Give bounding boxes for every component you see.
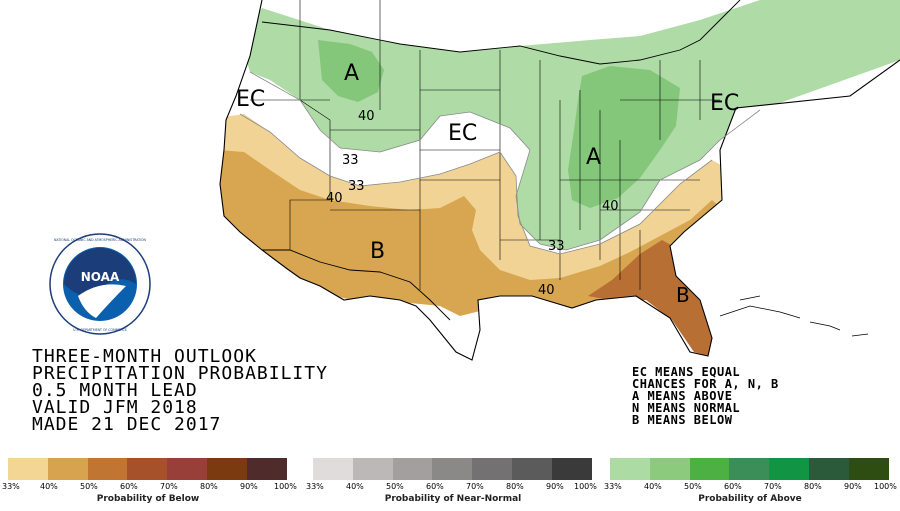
mexico-border	[262, 249, 451, 321]
tick-below-4: 70%	[160, 482, 178, 491]
tick-above-2: 50%	[684, 482, 702, 491]
info-line-4: VALID JFM 2018	[32, 397, 198, 418]
below-40-southwest	[220, 150, 724, 316]
tick-normal-7: 100%	[574, 482, 597, 491]
scale-near-normal	[313, 458, 592, 480]
tick-normal-4: 70%	[466, 482, 484, 491]
noaa-ring-text: NATIONAL OCEANIC AND ATMOSPHERIC ADMINIS…	[54, 238, 147, 242]
swatch-above-1	[649, 458, 690, 480]
label-ec-central: EC	[448, 121, 477, 146]
noaa-logo: NOAA NATIONAL OCEANIC AND ATMOSPHERIC AD…	[49, 233, 151, 335]
swatch-below-3	[127, 458, 168, 480]
tick-normal-5: 80%	[506, 482, 524, 491]
tick-normal-2: 50%	[386, 482, 404, 491]
legend-key-line-5: B MEANS BELOW	[632, 413, 733, 427]
info-line-5: MADE 21 DEC 2017	[32, 414, 222, 435]
tick-below-6: 90%	[240, 482, 258, 491]
label-b-southwest: B	[370, 239, 385, 264]
tick-above-1: 40%	[644, 482, 662, 491]
label-b-florida: B	[676, 283, 690, 307]
swatch-normal-6	[551, 458, 592, 480]
tick-below-3: 60%	[120, 482, 138, 491]
tick-below-0: 33%	[2, 482, 20, 491]
tick-below-5: 80%	[200, 482, 218, 491]
swatch-normal-0	[313, 458, 353, 480]
info-line-3: 0.5 MONTH LEAD	[32, 380, 198, 401]
state-lines	[250, 0, 720, 290]
tick-normal-3: 60%	[426, 482, 444, 491]
contour-33-west: 33	[342, 153, 359, 168]
above-40-ohio	[568, 66, 680, 208]
tick-below-1: 40%	[40, 482, 58, 491]
tick-above-4: 70%	[764, 482, 782, 491]
legend-key-line-4: N MEANS NORMAL	[632, 401, 741, 415]
precipitation-outlook-map: EC EC EC A A B B 40 33 33 40 40 33 40	[219, 0, 900, 361]
caribbean-islands	[719, 295, 869, 337]
swatch-normal-2	[392, 458, 433, 480]
scale-title-above: Probability of Above	[698, 494, 802, 504]
swatch-below-5	[206, 458, 247, 480]
scale-title-below: Probability of Below	[96, 494, 200, 504]
scale-above	[610, 458, 889, 480]
swatch-above-6	[848, 458, 889, 480]
swatch-below-2	[87, 458, 128, 480]
swatch-normal-4	[472, 458, 512, 480]
swatch-below-0	[8, 458, 48, 480]
info-line-1: THREE-MONTH OUTLOOK	[32, 346, 257, 367]
swatch-above-5	[808, 458, 849, 480]
contour-lines	[239, 71, 761, 255]
label-a-north: A	[344, 61, 359, 86]
contour-33-gulf: 33	[548, 239, 565, 254]
legend-key-line-3: A MEANS ABOVE	[632, 389, 733, 403]
contour-40-gulf: 40	[538, 283, 555, 298]
canada-border	[261, 0, 741, 65]
swatch-above-0	[610, 458, 650, 480]
tick-normal-0: 33%	[306, 482, 324, 491]
contour-40-ohio: 40	[602, 199, 619, 214]
swatch-normal-5	[511, 458, 552, 480]
contour-33-central: 33	[348, 179, 365, 194]
tick-above-6: 90%	[844, 482, 862, 491]
tick-above-3: 60%	[724, 482, 742, 491]
label-ec-west: EC	[236, 87, 265, 112]
above-33-northern-band	[240, 0, 900, 250]
contour-40-north: 40	[358, 109, 375, 124]
tick-above-7: 100%	[874, 482, 897, 491]
tick-normal-6: 90%	[546, 482, 564, 491]
noaa-logo-text: NOAA	[81, 270, 120, 284]
swatch-normal-3	[432, 458, 473, 480]
contour-40-west: 40	[326, 191, 343, 206]
scale-below	[8, 458, 287, 480]
swatch-below-6	[246, 458, 287, 480]
legend-key: EC MEANS EQUAL CHANCES FOR A, N, B A MEA…	[632, 366, 779, 426]
swatch-below-1	[47, 458, 88, 480]
swatch-normal-1	[352, 458, 393, 480]
tick-normal-1: 40%	[346, 482, 364, 491]
swatch-above-3	[729, 458, 770, 480]
label-a-ohio: A	[586, 145, 601, 170]
label-ec-east: EC	[710, 91, 739, 116]
tick-below-2: 50%	[80, 482, 98, 491]
swatch-above-2	[689, 458, 730, 480]
scale-title-near-normal: Probability of Near-Normal	[384, 494, 522, 504]
tick-above-5: 80%	[804, 482, 822, 491]
info-line-2: PRECIPITATION PROBABILITY	[32, 363, 328, 384]
tick-above-0: 33%	[604, 482, 622, 491]
above-40-montana	[318, 40, 384, 102]
legend-key-line-2: CHANCES FOR A, N, B	[632, 377, 779, 391]
noaa-ring-text-bottom: U.S. DEPARTMENT OF COMMERCE	[73, 328, 127, 332]
legend-key-line-1: EC MEANS EQUAL	[632, 365, 741, 379]
outlook-info: THREE-MONTH OUTLOOK PRECIPITATION PROBAB…	[32, 346, 328, 435]
tick-below-7: 100%	[274, 482, 297, 491]
swatch-above-4	[769, 458, 809, 480]
us-outline	[219, 0, 900, 361]
swatch-below-4	[167, 458, 207, 480]
